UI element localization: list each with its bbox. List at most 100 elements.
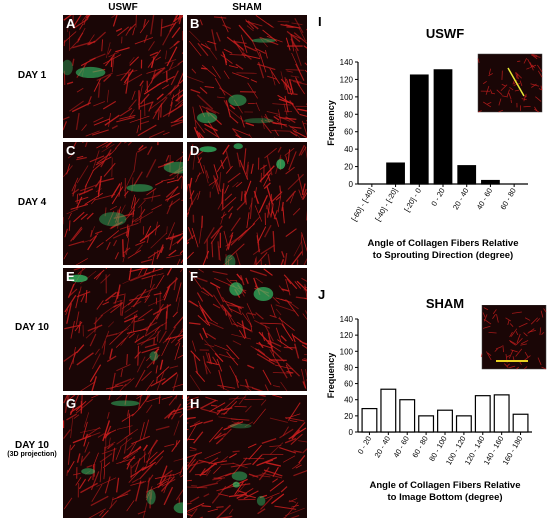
column-header-uswf: USWF bbox=[108, 2, 138, 13]
inset-fiber bbox=[509, 341, 516, 346]
inset-fiber bbox=[523, 366, 528, 370]
chart-title-uswf: USWF bbox=[425, 26, 465, 41]
inset-fiber bbox=[478, 110, 482, 113]
y-tick-label: 120 bbox=[340, 331, 354, 340]
inset-fiber bbox=[529, 62, 534, 71]
panel-letter: F bbox=[190, 269, 198, 284]
inset-micrograph bbox=[477, 53, 543, 113]
inset-fiber bbox=[509, 331, 513, 338]
inset-fiber bbox=[506, 363, 510, 367]
inset-fiber bbox=[531, 64, 535, 69]
inset-fiber bbox=[531, 54, 541, 58]
bar-5 bbox=[457, 165, 477, 185]
inset-fiber bbox=[492, 314, 496, 319]
inset-fiber bbox=[483, 307, 489, 311]
y-tick-label: 20 bbox=[344, 163, 353, 172]
inset-fiber bbox=[535, 96, 542, 102]
y-tick-label: 20 bbox=[344, 412, 353, 421]
x-tick-label: 20 - 40 bbox=[451, 187, 470, 212]
collagen-fiber-image bbox=[187, 15, 307, 138]
inset-fiber bbox=[515, 71, 522, 79]
inset-fiber bbox=[483, 318, 492, 325]
bar-2 bbox=[386, 162, 405, 185]
y-axis-label: Frequency bbox=[326, 353, 336, 399]
inset-fiber bbox=[490, 92, 496, 95]
y-tick-label: 80 bbox=[344, 363, 353, 372]
micrograph-panel-sham-day10-3d: H bbox=[186, 394, 308, 519]
inset-fiber bbox=[480, 353, 483, 358]
inset-fiber bbox=[534, 108, 540, 113]
x-tick-label: 60 - 80 bbox=[498, 187, 517, 212]
inset-fiber bbox=[483, 101, 492, 108]
inset-fiber bbox=[483, 81, 487, 85]
inset-fiber bbox=[509, 340, 517, 345]
histogram-uswf: 0 20 40 60 80 100 120 140 Frequency [-60] - [-40]… bbox=[326, 53, 543, 261]
micrograph-panel-uswf-day10-3d: G bbox=[62, 394, 184, 519]
histogram-sham: 0 20 40 60 80 100 120 140 Frequency 0 - 20 20 - 40… bbox=[326, 305, 547, 503]
panel-letter: B bbox=[190, 16, 200, 31]
inset-fiber bbox=[523, 332, 528, 337]
bar-6 bbox=[481, 179, 500, 185]
x-tick-label: [-60] - [-40] bbox=[349, 187, 375, 223]
inset-fiber bbox=[487, 102, 492, 105]
y-tick-label: 140 bbox=[340, 58, 354, 67]
x-tick-label: 40 - 60 bbox=[475, 187, 494, 212]
inset-fiber bbox=[540, 310, 544, 318]
y-tick-label: 0 bbox=[349, 180, 354, 189]
inset-fiber bbox=[488, 331, 497, 334]
inset-fiber bbox=[515, 331, 519, 336]
y-tick-label: 40 bbox=[344, 145, 353, 154]
inset-fiber bbox=[536, 318, 541, 323]
inset-fiber bbox=[510, 328, 518, 337]
inset-fiber bbox=[518, 322, 528, 328]
inset-fiber bbox=[514, 89, 520, 92]
x-axis-label-line-1: Angle of Collagen Fibers Relative bbox=[368, 238, 519, 249]
inset-fiber bbox=[519, 80, 523, 86]
inset-fiber bbox=[537, 70, 543, 78]
x-tick-label: 20 - 40 bbox=[373, 435, 392, 460]
inset-fiber bbox=[508, 349, 514, 359]
inset-fiber bbox=[530, 83, 540, 87]
inset-fiber bbox=[487, 352, 492, 356]
x-tick-label: 40 - 60 bbox=[391, 435, 410, 460]
inset-fiber bbox=[488, 73, 493, 77]
inset-fiber bbox=[502, 345, 504, 353]
inset-fiber bbox=[496, 89, 503, 95]
inset-fiber bbox=[543, 308, 547, 313]
inset-fiber bbox=[498, 109, 504, 113]
inset-fiber bbox=[517, 60, 521, 62]
inset-fiber bbox=[496, 314, 499, 323]
row-label-day4: DAY 4 bbox=[17, 197, 47, 208]
bar-3 bbox=[409, 74, 429, 185]
micrograph-panel-sham-day1: B bbox=[186, 14, 308, 139]
inset-fiber bbox=[537, 357, 542, 366]
collagen-fiber-image bbox=[188, 268, 307, 391]
inset-fiber bbox=[520, 340, 529, 345]
bar-4 bbox=[418, 415, 435, 433]
panel-letter: E bbox=[66, 269, 75, 284]
bar-9 bbox=[512, 413, 529, 433]
inset-fiber bbox=[516, 333, 521, 344]
panel-letter: A bbox=[66, 16, 76, 31]
inset-fiber bbox=[516, 366, 520, 370]
inset-fiber bbox=[482, 312, 486, 318]
x-axis-label-line-2: to Sprouting Direction (degree) bbox=[373, 250, 513, 261]
inset-fiber bbox=[515, 337, 523, 346]
micrograph-panel-uswf-day4: C bbox=[62, 141, 184, 266]
bar-8 bbox=[493, 394, 510, 433]
inset-fiber bbox=[500, 84, 508, 92]
inset-fiber bbox=[507, 320, 510, 325]
panel-letter: D bbox=[190, 143, 200, 158]
inset-fiber bbox=[531, 83, 537, 88]
inset-micrograph bbox=[481, 305, 547, 370]
micrograph-panel-uswf-day10: E bbox=[62, 267, 184, 392]
x-tick-label: 0 - 20 bbox=[429, 187, 446, 208]
inset-fiber bbox=[515, 348, 523, 357]
inset-fiber bbox=[508, 92, 512, 100]
y-tick-label: 60 bbox=[344, 380, 353, 389]
inset-scale-bar bbox=[507, 67, 525, 97]
inset-fiber bbox=[494, 348, 498, 352]
inset-fiber bbox=[531, 53, 538, 57]
x-tick-label: [-20] - 0 bbox=[402, 187, 423, 214]
inset-fiber bbox=[506, 89, 510, 97]
